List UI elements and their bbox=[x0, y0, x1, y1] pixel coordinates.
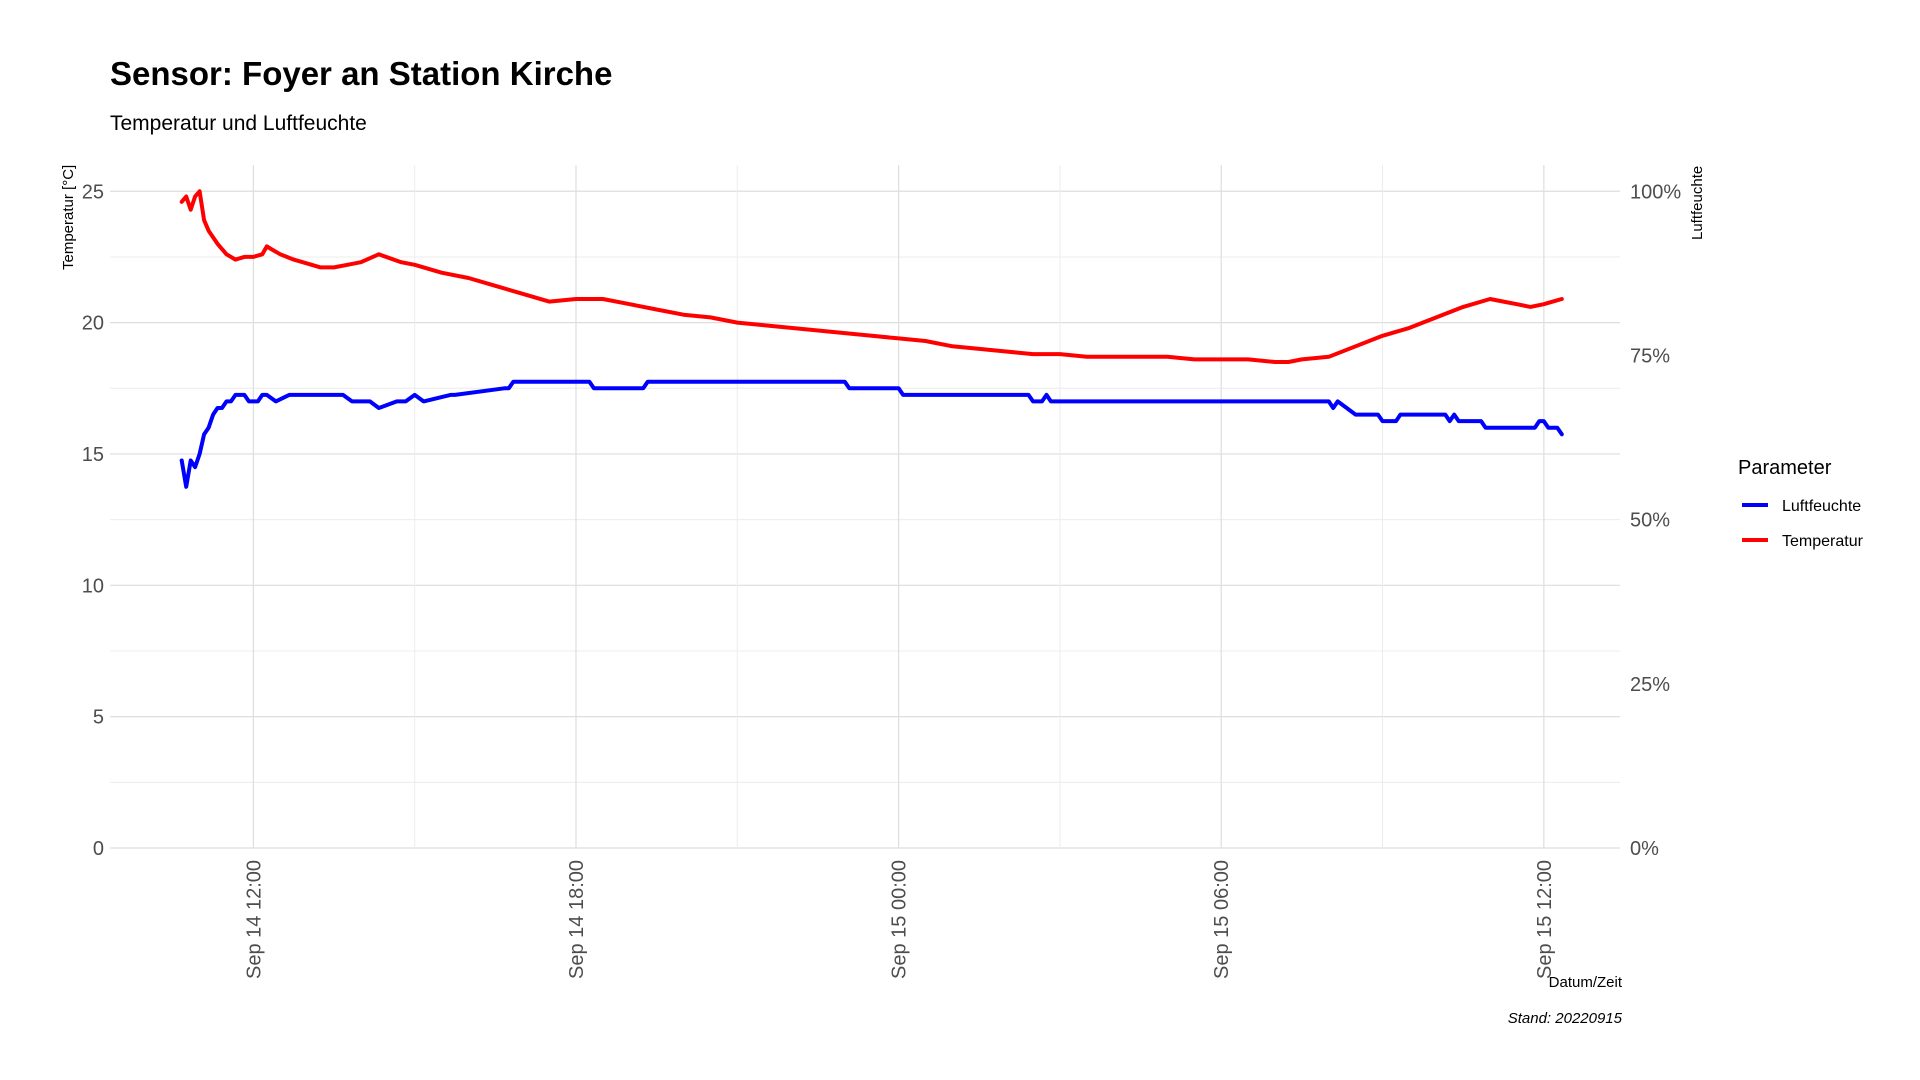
y2-tick-label: 100% bbox=[1630, 181, 1681, 203]
y-axis-title: Temperatur [°C] bbox=[60, 165, 77, 270]
x-tick-label: Sep 15 12:00 bbox=[1534, 860, 1556, 979]
y-tick-label: 15 bbox=[82, 444, 104, 466]
y2-tick-label: 75% bbox=[1630, 345, 1670, 367]
y-axis-right: 0% 25% 50% 75% 100% bbox=[1630, 181, 1681, 860]
chart-title: Sensor: Foyer an Station Kirche bbox=[110, 55, 612, 92]
chart-caption: Stand: 20220915 bbox=[1508, 1010, 1623, 1027]
x-axis: Sep 14 12:00 Sep 14 18:00 Sep 15 00:00 Sep … bbox=[243, 860, 1555, 979]
y2-axis-title: Luftfeuchte bbox=[1689, 166, 1706, 240]
x-tick-label: Sep 15 06:00 bbox=[1211, 860, 1233, 979]
x-axis-title: Datum/Zeit bbox=[1549, 974, 1623, 991]
legend-title: Parameter bbox=[1738, 457, 1832, 479]
legend: Parameter Luftfeuchte Temperatur bbox=[1738, 457, 1864, 550]
legend-label-temperatur: Temperatur bbox=[1782, 533, 1864, 550]
series-line-temperatur bbox=[179, 189, 1564, 364]
x-tick-label: Sep 15 00:00 bbox=[889, 860, 911, 979]
y2-tick-label: 50% bbox=[1630, 510, 1670, 532]
series-layer bbox=[179, 189, 1564, 489]
y-tick-label: 25 bbox=[82, 181, 104, 203]
y-tick-label: 10 bbox=[82, 575, 104, 597]
x-tick-label: Sep 14 18:00 bbox=[566, 860, 588, 979]
y2-tick-label: 0% bbox=[1630, 838, 1659, 860]
grid bbox=[110, 165, 1620, 849]
legend-items: Luftfeuchte Temperatur bbox=[1742, 498, 1864, 550]
legend-label-luftfeuchte: Luftfeuchte bbox=[1782, 498, 1861, 515]
x-tick-label: Sep 14 12:00 bbox=[243, 860, 265, 979]
y-axis-left: 0 5 10 15 20 25 bbox=[82, 181, 104, 860]
y-tick-label: 5 bbox=[93, 707, 104, 729]
y2-tick-label: 25% bbox=[1630, 674, 1670, 696]
y-tick-label: 0 bbox=[93, 838, 104, 860]
chart-subtitle: Temperatur und Luftfeuchte bbox=[110, 112, 367, 135]
y-tick-label: 20 bbox=[82, 313, 104, 335]
series-line-luftfeuchte bbox=[179, 379, 1564, 489]
